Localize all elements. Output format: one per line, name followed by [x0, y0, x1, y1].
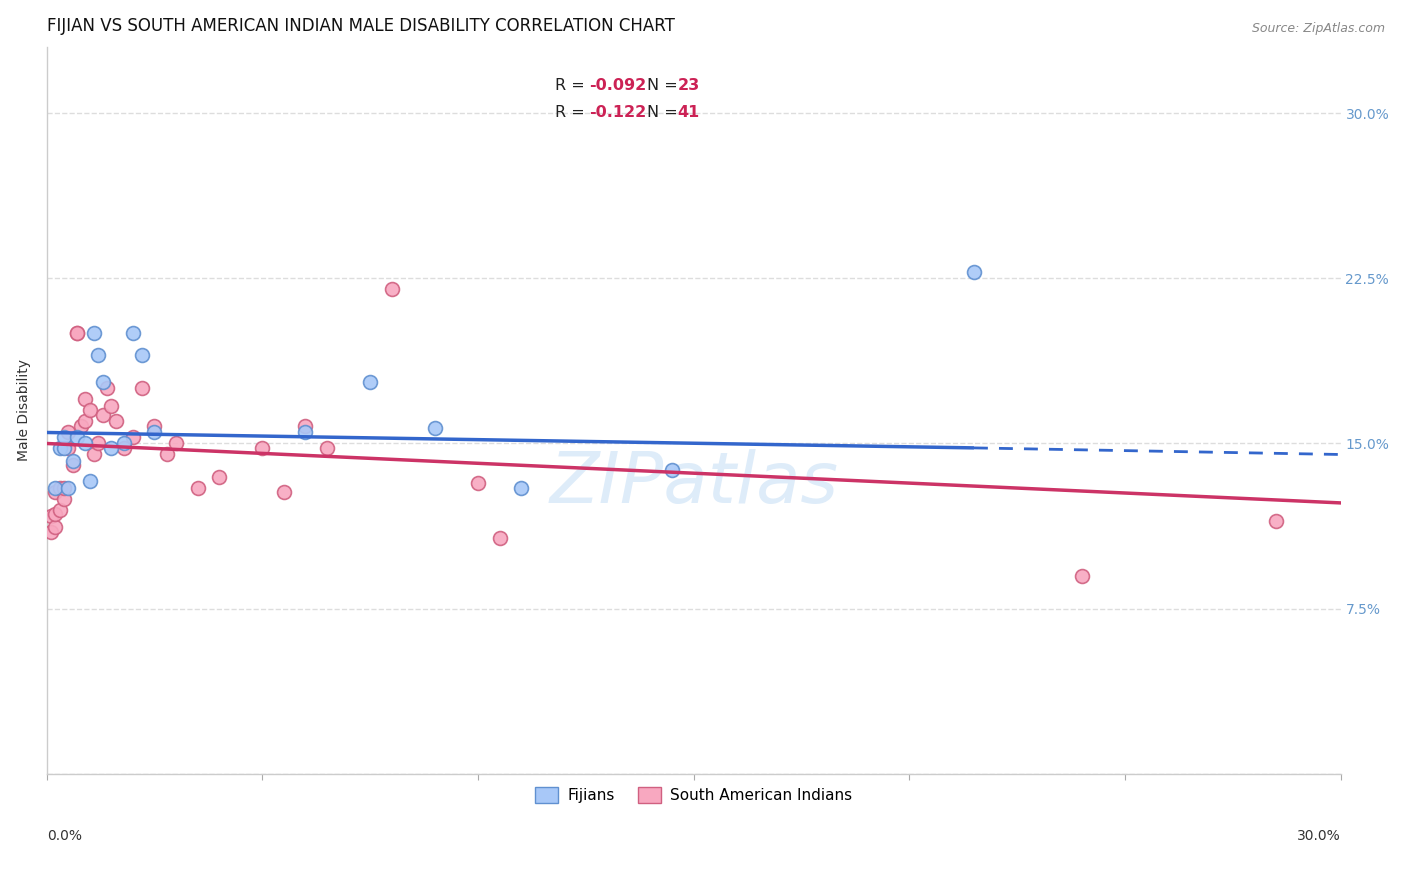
Point: [62, 458, 84, 473]
Point: [58, 481, 80, 495]
Point: [39, 509, 62, 524]
Text: FIJIAN VS SOUTH AMERICAN INDIAN MALE DISABILITY CORRELATION CHART: FIJIAN VS SOUTH AMERICAN INDIAN MALE DIS…: [46, 17, 675, 35]
Point: [44, 520, 66, 534]
Text: 0.0%: 0.0%: [46, 829, 82, 843]
Point: [381, 282, 404, 296]
Point: [44, 481, 66, 495]
Y-axis label: Male Disability: Male Disability: [17, 359, 31, 461]
Point: [52, 481, 75, 495]
Text: 30.0%: 30.0%: [1296, 829, 1340, 843]
Point: [79, 403, 101, 417]
Point: [112, 436, 135, 450]
Point: [104, 415, 127, 429]
Point: [423, 421, 446, 435]
Point: [44, 484, 66, 499]
Point: [66, 326, 89, 341]
Point: [661, 463, 683, 477]
Point: [48, 441, 70, 455]
Text: ZIPatlas: ZIPatlas: [550, 449, 838, 517]
Point: [165, 436, 187, 450]
Point: [87, 436, 110, 450]
Point: [87, 348, 110, 362]
Point: [122, 430, 145, 444]
Text: N =: N =: [647, 105, 678, 120]
Point: [75, 415, 97, 429]
Point: [96, 382, 118, 396]
Point: [66, 326, 89, 341]
Point: [83, 326, 105, 341]
Point: [100, 399, 122, 413]
Point: [48, 481, 70, 495]
Point: [66, 430, 89, 444]
Point: [70, 418, 93, 433]
Point: [44, 507, 66, 521]
Text: 23: 23: [678, 78, 700, 94]
Point: [1264, 514, 1286, 528]
Point: [143, 418, 166, 433]
Text: R =: R =: [555, 105, 585, 120]
Point: [100, 441, 122, 455]
Text: R =: R =: [555, 78, 585, 94]
Text: N =: N =: [647, 78, 678, 94]
Point: [52, 441, 75, 455]
Point: [273, 484, 295, 499]
Point: [1070, 568, 1092, 582]
Point: [48, 502, 70, 516]
Point: [91, 375, 114, 389]
Point: [58, 441, 80, 455]
Point: [156, 448, 179, 462]
Point: [510, 481, 533, 495]
Point: [143, 425, 166, 440]
Point: [75, 436, 97, 450]
Point: [294, 425, 316, 440]
Point: [187, 481, 209, 495]
Point: [252, 441, 274, 455]
Point: [75, 392, 97, 407]
Point: [122, 326, 145, 341]
Point: [83, 448, 105, 462]
Point: [359, 375, 381, 389]
Text: -0.092: -0.092: [589, 78, 647, 94]
Point: [131, 348, 153, 362]
Point: [39, 524, 62, 539]
Point: [963, 265, 986, 279]
Point: [294, 418, 316, 433]
Point: [131, 382, 153, 396]
Text: Source: ZipAtlas.com: Source: ZipAtlas.com: [1251, 22, 1385, 36]
Point: [316, 441, 339, 455]
Text: 41: 41: [678, 105, 700, 120]
Point: [91, 408, 114, 422]
Point: [112, 441, 135, 455]
Point: [52, 430, 75, 444]
Point: [467, 476, 489, 491]
Point: [79, 474, 101, 488]
Point: [52, 491, 75, 506]
Point: [208, 469, 231, 483]
Point: [488, 531, 510, 545]
Point: [58, 425, 80, 440]
Legend: Fijians, South American Indians: Fijians, South American Indians: [529, 781, 858, 810]
Point: [62, 454, 84, 468]
Text: -0.122: -0.122: [589, 105, 647, 120]
